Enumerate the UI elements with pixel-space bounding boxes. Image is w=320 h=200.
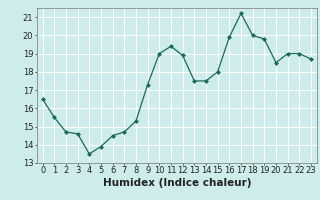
X-axis label: Humidex (Indice chaleur): Humidex (Indice chaleur) [102,178,251,188]
